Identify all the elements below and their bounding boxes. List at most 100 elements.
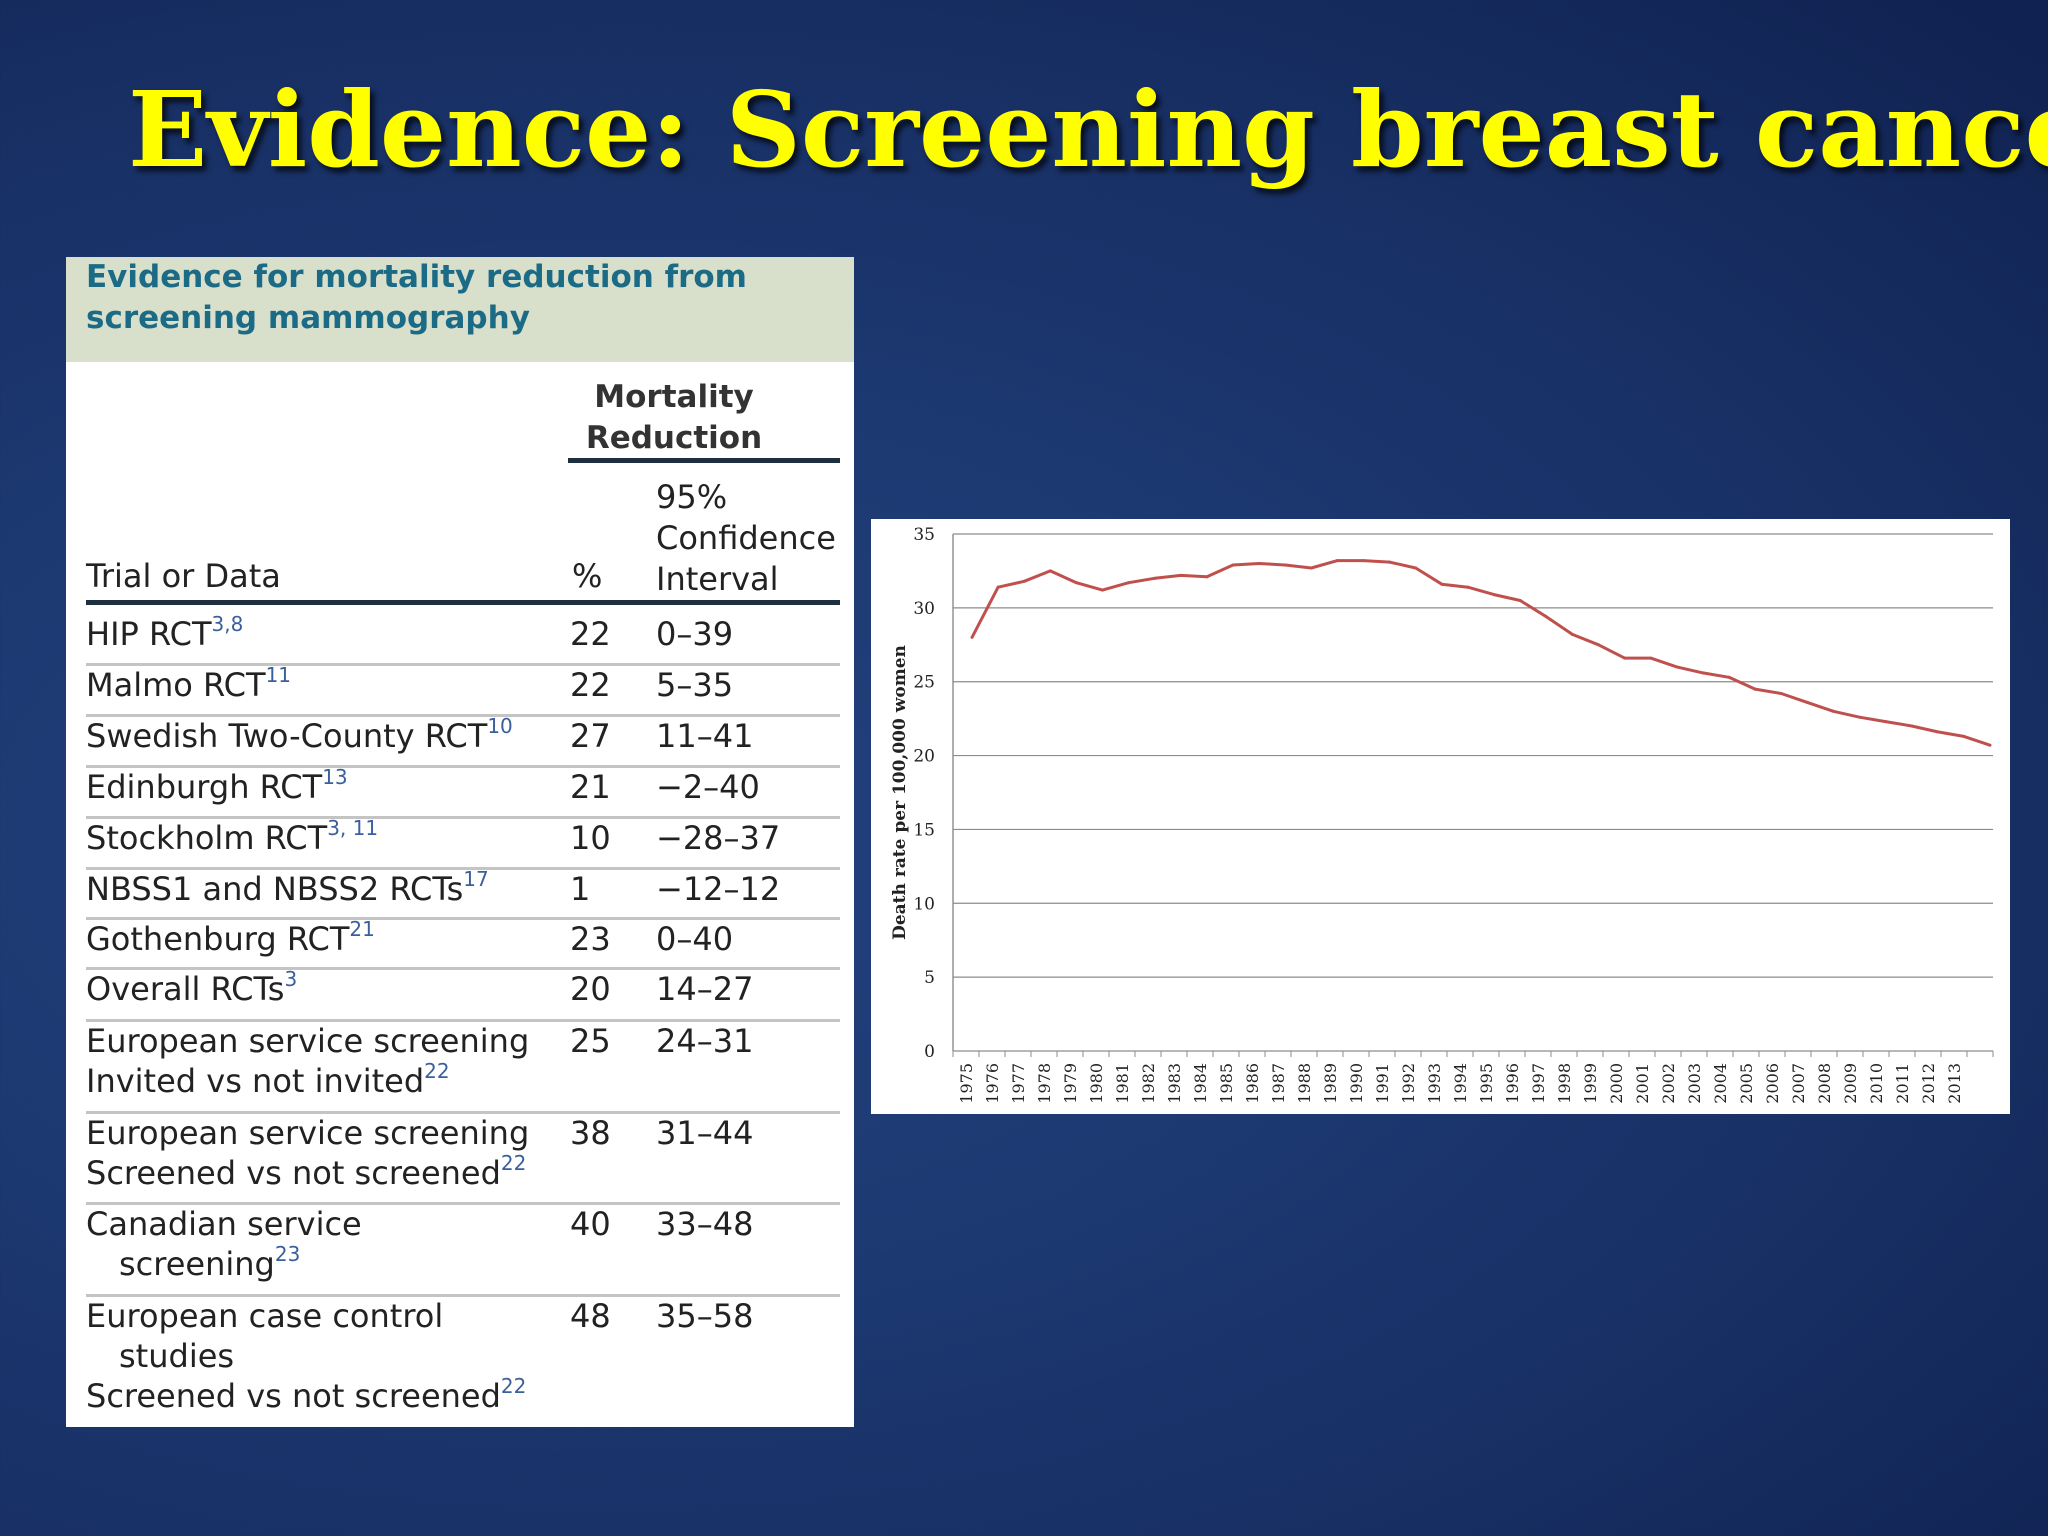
trial-name-line: Invited vs not invited22 <box>86 1061 546 1101</box>
x-tick-label: 1978 <box>1035 1063 1054 1104</box>
table-row: NBSS1 and NBSS2 RCTs17 1 −12–12 <box>86 869 840 920</box>
percent-cell: 23 <box>570 920 611 958</box>
x-tick-label: 1994 <box>1451 1063 1470 1104</box>
data-point <box>1309 566 1313 570</box>
trial-name-line: Gothenburg RCT21 <box>86 919 546 959</box>
y-tick-label: 30 <box>913 599 935 619</box>
trial-name-line: Screened vs not screened22 <box>86 1153 546 1193</box>
data-point <box>1048 569 1052 573</box>
percent-cell: 22 <box>570 666 611 704</box>
table-caption: Evidence for mortality reduction from sc… <box>86 257 826 339</box>
data-point <box>1492 593 1496 597</box>
trial-name-line: Edinburgh RCT13 <box>86 767 546 807</box>
reference-superscript: 3,8 <box>211 612 244 636</box>
percent-cell: 20 <box>570 970 611 1008</box>
x-tick-label: 1993 <box>1425 1063 1444 1104</box>
x-tick-label: 2007 <box>1789 1063 1808 1104</box>
x-tick-label: 1997 <box>1529 1063 1548 1104</box>
trial-name-cell: Swedish Two-County RCT10 <box>86 716 546 756</box>
confidence-interval-cell: 0–39 <box>656 615 734 653</box>
data-point <box>1570 632 1574 636</box>
trial-name-text: Screened vs not screened <box>86 1377 501 1415</box>
percent-cell: 40 <box>570 1205 611 1243</box>
data-point <box>1701 671 1705 675</box>
confidence-interval-cell: 14–27 <box>656 970 754 1008</box>
data-point <box>1936 730 1940 734</box>
data-point <box>1440 582 1444 586</box>
reference-superscript: 23 <box>274 1242 301 1266</box>
data-point <box>1283 563 1287 567</box>
x-tick-label: 1981 <box>1113 1063 1132 1104</box>
x-tick-label: 1987 <box>1269 1063 1288 1104</box>
x-tick-label: 1996 <box>1503 1063 1522 1104</box>
confidence-interval-cell: 31–44 <box>656 1114 754 1152</box>
data-point <box>970 635 974 639</box>
x-tick-label: 2000 <box>1607 1063 1626 1104</box>
reference-superscript: 22 <box>424 1059 450 1083</box>
reference-superscript: 3, 11 <box>327 816 379 840</box>
x-tick-label: 2008 <box>1815 1063 1834 1104</box>
trial-name-cell: Stockholm RCT3, 11 <box>86 818 546 858</box>
trial-name-line: Canadian service <box>86 1204 546 1244</box>
x-tick-label: 2013 <box>1945 1063 1964 1104</box>
slide-title: Evidence: Screening breast cancer <box>128 68 2048 191</box>
group-header-line: Reduction <box>585 420 763 456</box>
column-header-percent: % <box>572 557 603 595</box>
data-point <box>1414 566 1418 570</box>
confidence-interval-cell: 24–31 <box>656 1022 754 1060</box>
data-point <box>1127 581 1131 585</box>
confidence-interval-cell: 5–35 <box>656 666 734 704</box>
death-rate-line-chart: 0 5 10 15 20 25 30 35 Death rate per 100,000 wom… <box>890 525 1994 1104</box>
trial-name-text: Overall RCTs <box>86 970 285 1008</box>
trial-name-cell: Canadian service screening23 <box>86 1204 546 1284</box>
data-point <box>996 585 1000 589</box>
x-tick-label: 1980 <box>1087 1063 1106 1104</box>
x-tick-label: 1989 <box>1321 1063 1340 1104</box>
x-tick-label: 2003 <box>1685 1063 1704 1104</box>
trial-name-cell: NBSS1 and NBSS2 RCTs17 <box>86 869 546 909</box>
data-point <box>1466 585 1470 589</box>
data-point <box>1596 643 1600 647</box>
percent-cell: 10 <box>570 819 611 857</box>
x-tick-label: 2011 <box>1893 1063 1912 1104</box>
reference-superscript: 17 <box>463 867 489 891</box>
table-caption-line: Evidence for mortality reduction from <box>86 259 747 295</box>
data-point <box>1727 675 1731 679</box>
x-tick-label: 1998 <box>1555 1063 1574 1104</box>
y-axis-label: Death rate per 100,000 women <box>890 645 910 940</box>
trial-name-line: screening23 <box>86 1244 546 1284</box>
data-point <box>1153 576 1157 580</box>
data-point <box>1753 687 1757 691</box>
table-row: Edinburgh RCT13 21 −2–40 <box>86 767 840 819</box>
trial-name-text: studies <box>119 1337 235 1375</box>
percent-cell: 48 <box>570 1297 611 1335</box>
trial-name-cell: European case control studies Screened vs … <box>86 1296 546 1416</box>
y-tick-label: 0 <box>924 1042 935 1062</box>
trial-name-text: European service screening <box>86 1022 530 1060</box>
data-point <box>1675 665 1679 669</box>
trial-name-text: NBSS1 and NBSS2 RCTs <box>86 870 464 908</box>
trial-name-line: Malmo RCT11 <box>86 665 546 705</box>
death-rate-chart: 0 5 10 15 20 25 30 35 Death rate per 100,000 wom… <box>871 519 2010 1114</box>
ci-header-line: Interval <box>656 560 779 598</box>
confidence-interval-cell: 33–48 <box>656 1205 754 1243</box>
reference-superscript: 11 <box>265 663 292 687</box>
trial-name-text: Edinburgh RCT <box>86 768 323 806</box>
trial-name-text: Stockholm RCT <box>86 819 328 857</box>
trial-name-text: Invited vs not invited <box>86 1062 425 1100</box>
confidence-interval-cell: 0–40 <box>656 920 734 958</box>
death-rate-series-line <box>970 559 1991 747</box>
table-row: Canadian service screening23 40 33–48 <box>86 1204 840 1297</box>
x-tick-label: 2010 <box>1867 1063 1886 1104</box>
ci-header-line: Confidence <box>656 519 836 557</box>
x-tick-label: 1979 <box>1061 1063 1080 1104</box>
confidence-interval-cell: −2–40 <box>656 768 760 806</box>
mortality-reduction-header: Mortality Reduction <box>568 377 780 459</box>
y-tick-label: 15 <box>913 820 935 840</box>
ci-header-line: 95% <box>656 478 728 516</box>
y-tick-label: 10 <box>913 894 935 914</box>
confidence-interval-cell: −12–12 <box>656 870 781 908</box>
x-tick-label: 1995 <box>1477 1063 1496 1104</box>
confidence-interval-cell: 11–41 <box>656 717 754 755</box>
table-row: Overall RCTs3 20 14–27 <box>86 969 840 1022</box>
